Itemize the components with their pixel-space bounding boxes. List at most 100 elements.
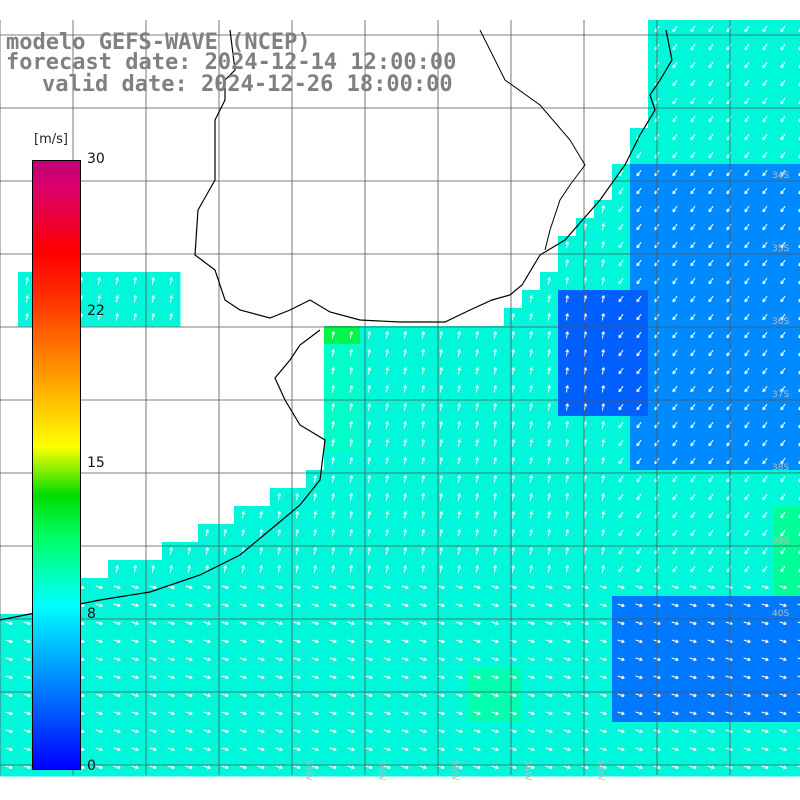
wind-arrow — [547, 295, 552, 303]
wind-arrow — [511, 547, 516, 555]
wind-arrow — [780, 367, 786, 375]
wind-arrow — [618, 511, 624, 519]
wind-arrow — [780, 241, 786, 249]
wind-arrow — [493, 421, 498, 429]
lat-label: 34S — [772, 171, 789, 181]
wind-arrow — [780, 115, 786, 123]
wind-arrow — [547, 403, 552, 411]
wind-arrow — [636, 331, 642, 339]
wind-arrow — [780, 511, 786, 519]
wind-arrow — [672, 511, 678, 519]
wind-arrow — [744, 97, 750, 105]
wind-arrow — [493, 385, 498, 393]
lat-label: 38S — [772, 463, 789, 473]
wind-arrow — [780, 133, 786, 141]
wind-arrow — [385, 403, 390, 411]
wind-arrow — [636, 313, 642, 321]
wind-arrow — [708, 79, 714, 87]
wind-arrow — [349, 349, 354, 357]
wind-arrow — [403, 493, 408, 501]
wind-vector-field — [5, 25, 800, 770]
wind-arrow — [367, 421, 372, 429]
wind-arrow — [457, 439, 462, 447]
colorbar-unit: [m/s] — [34, 132, 68, 147]
wind-arrow — [349, 511, 354, 519]
wind-arrow — [457, 475, 462, 483]
wind-arrow — [708, 169, 714, 177]
wind-cell — [792, 578, 800, 597]
wind-arrow — [403, 367, 408, 375]
wind-cell — [792, 740, 800, 759]
wind-arrow — [367, 349, 372, 357]
wind-arrow — [780, 25, 786, 33]
wind-cell — [792, 632, 800, 651]
wind-arrow — [421, 349, 426, 357]
wind-arrow — [618, 475, 624, 483]
wind-arrow — [169, 295, 174, 303]
wind-arrow — [349, 493, 354, 501]
wind-arrow — [672, 97, 678, 105]
wind-arrow — [367, 457, 372, 465]
wind-arrow — [601, 205, 606, 213]
wind-cell — [792, 704, 800, 723]
wind-arrow — [385, 421, 390, 429]
wind-arrow — [744, 367, 750, 375]
wind-arrow — [672, 385, 678, 393]
wind-arrow — [636, 367, 642, 375]
wind-arrow — [475, 511, 480, 519]
wind-arrow — [439, 511, 444, 519]
wind-cell — [792, 344, 800, 363]
wind-arrow — [762, 133, 768, 141]
wind-arrow — [529, 493, 534, 501]
wind-arrow — [367, 511, 372, 519]
wind-arrow — [780, 223, 786, 231]
wind-arrow — [618, 367, 624, 375]
wind-cell — [792, 146, 800, 165]
wind-arrow — [403, 403, 408, 411]
wind-arrow — [690, 313, 696, 321]
wind-cell — [792, 722, 800, 741]
wind-arrow — [547, 367, 552, 375]
wind-arrow — [349, 403, 354, 411]
wind-arrow — [708, 421, 714, 429]
wind-arrow — [636, 349, 642, 357]
wind-arrow — [457, 331, 462, 339]
wind-arrow — [565, 241, 570, 249]
wind-arrow — [744, 277, 750, 285]
wind-arrow — [618, 331, 624, 339]
wind-arrow — [403, 331, 408, 339]
wind-arrow — [475, 547, 480, 555]
wind-arrow — [744, 475, 750, 483]
wind-arrow — [762, 241, 768, 249]
wind-arrow — [636, 295, 642, 303]
wind-arrow — [331, 493, 336, 501]
wind-arrow — [151, 277, 156, 285]
wind-cell — [792, 20, 800, 39]
wind-arrow — [690, 385, 696, 393]
wind-arrow — [277, 493, 282, 501]
lon-label: 56W — [376, 760, 386, 780]
colorbar — [32, 160, 81, 770]
wind-arrow — [475, 439, 480, 447]
wind-arrow — [762, 475, 768, 483]
wind-arrow — [547, 547, 552, 555]
wind-arrow — [744, 259, 750, 267]
wind-arrow — [115, 565, 120, 573]
wind-arrow — [672, 259, 678, 267]
wind-arrow — [565, 385, 570, 393]
wind-arrow — [762, 151, 768, 159]
wind-arrow — [636, 547, 642, 555]
wind-arrow — [636, 511, 642, 519]
wind-arrow — [241, 565, 246, 573]
wind-arrow — [636, 151, 642, 159]
wind-arrow — [672, 169, 678, 177]
wind-arrow — [708, 151, 714, 159]
wind-arrow — [475, 367, 480, 375]
wind-arrow — [744, 421, 750, 429]
wind-arrow — [151, 313, 156, 321]
wind-arrow — [349, 331, 354, 339]
wind-arrow — [672, 223, 678, 231]
wind-arrow — [385, 331, 390, 339]
wind-arrow — [259, 529, 264, 537]
wind-arrow — [636, 403, 642, 411]
